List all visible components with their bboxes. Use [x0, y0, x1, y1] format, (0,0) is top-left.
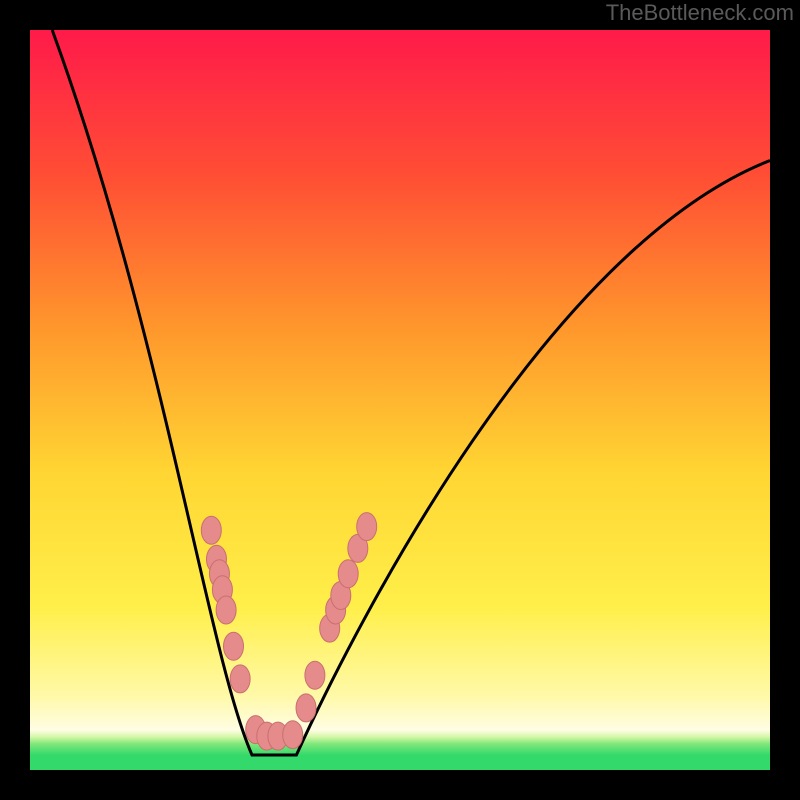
data-marker	[201, 516, 221, 544]
data-marker	[357, 513, 377, 541]
data-marker	[296, 694, 316, 722]
data-marker	[283, 721, 303, 749]
data-marker	[305, 661, 325, 689]
bottleneck-chart	[0, 0, 800, 800]
data-marker	[230, 665, 250, 693]
data-marker	[224, 632, 244, 660]
data-marker	[216, 596, 236, 624]
attribution-text: TheBottleneck.com	[606, 0, 794, 26]
data-marker	[338, 560, 358, 588]
plot-background-gradient	[30, 30, 770, 770]
